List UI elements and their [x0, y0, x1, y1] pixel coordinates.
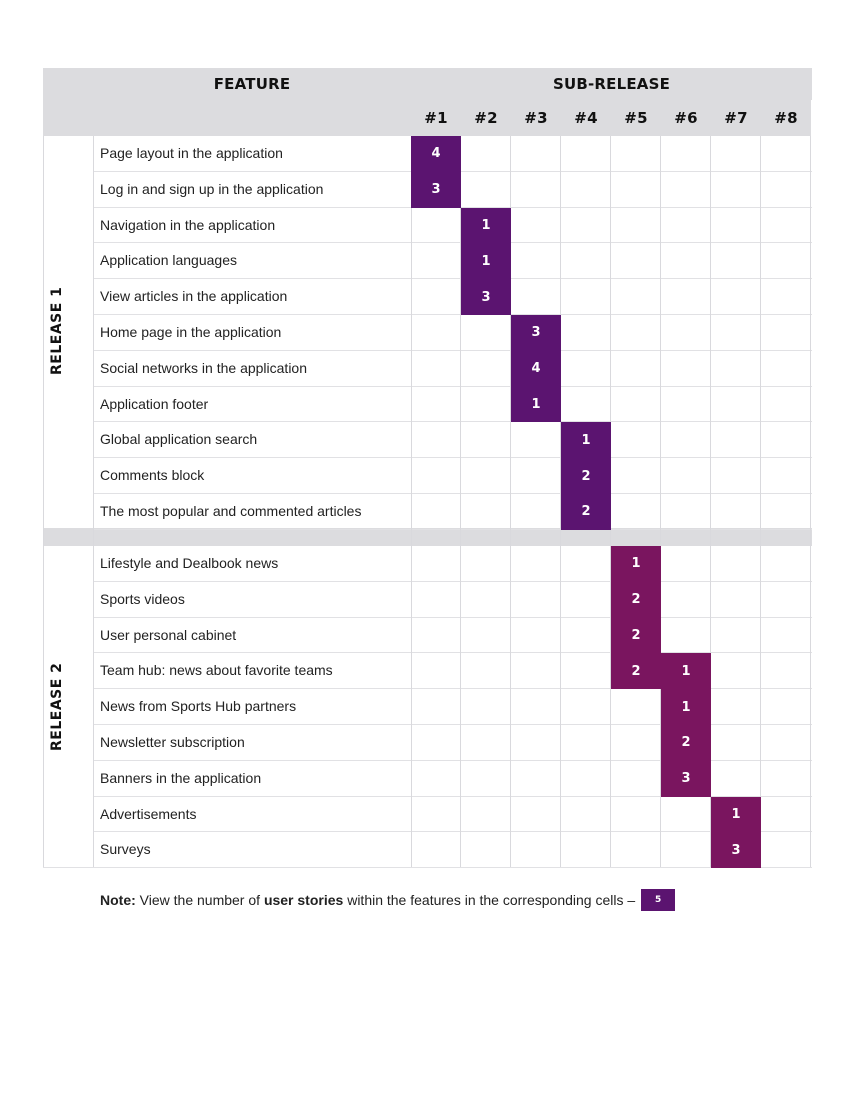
- release-separator: [43, 528, 812, 546]
- feature-row-label: Lifestyle and Dealbook news: [100, 555, 279, 571]
- column-divider: [460, 136, 461, 868]
- story-count-cell: 2: [611, 617, 661, 654]
- story-count-cell: 3: [661, 760, 711, 797]
- story-count-cell: 1: [461, 207, 511, 244]
- row-divider: [93, 493, 812, 494]
- feature-row-label: Banners in the application: [100, 769, 262, 786]
- column-divider: [43, 136, 44, 868]
- feature-row-label: Global application search: [100, 431, 258, 448]
- feature-row-label: Application footer: [100, 395, 209, 412]
- column-divider: [710, 136, 711, 868]
- release-1-label: RELEASE 1: [49, 286, 65, 375]
- story-count-cell: 4: [411, 136, 461, 172]
- story-count-cell: 3: [411, 171, 461, 208]
- column-divider: [510, 136, 511, 868]
- column-divider: [760, 136, 761, 868]
- story-count-cell: 2: [561, 494, 611, 530]
- story-count-cell: 3: [711, 832, 761, 869]
- row-divider: [93, 688, 812, 690]
- release-2-label: RELEASE 2: [49, 662, 65, 751]
- header-corner: [43, 68, 93, 136]
- story-count-cell: 1: [661, 653, 711, 690]
- column-divider: [660, 136, 661, 868]
- row-divider: [93, 759, 812, 761]
- story-count-cell: 1: [711, 796, 761, 833]
- row-divider: [93, 242, 812, 244]
- feature-row-label: Team hub: news about favorite teams: [100, 662, 333, 679]
- note-text-before: View the number of: [135, 892, 264, 908]
- column-divider: [411, 136, 412, 868]
- row-divider: [93, 616, 812, 618]
- row-divider: [93, 580, 812, 582]
- column-divider: [93, 136, 94, 868]
- note-swatch: 5: [641, 889, 676, 911]
- row-divider: [93, 457, 812, 459]
- subrelease-header-7: #7: [711, 100, 761, 136]
- feature-row-label: The most popular and commented articles: [100, 503, 362, 519]
- row-divider: [93, 831, 812, 833]
- story-count-cell: 1: [661, 689, 711, 725]
- feature-row-label: View articles in the application: [100, 288, 288, 305]
- row-divider: [93, 349, 812, 351]
- story-count-cell: 3: [461, 279, 511, 315]
- row-divider: [93, 724, 812, 725]
- story-count-cell: 1: [511, 386, 561, 423]
- feature-row-label: Log in and sign up in the application: [100, 180, 324, 197]
- feature-row-label: Social networks in the application: [100, 359, 308, 376]
- story-count-cell: 1: [561, 422, 611, 459]
- subrelease-header-5: #5: [611, 100, 661, 136]
- feature-row-label: Surveys: [100, 841, 151, 858]
- story-count-cell: 2: [611, 653, 661, 690]
- subrelease-header-3: #3: [511, 100, 561, 136]
- row-divider: [93, 278, 812, 280]
- feature-row-label: Home page in the application: [100, 324, 282, 340]
- feature-row-label: Page layout in the application: [100, 145, 283, 161]
- story-count-cell: 4: [511, 350, 561, 387]
- subrelease-header-2: #2: [461, 100, 511, 136]
- row-divider: [93, 421, 812, 423]
- feature-column-header: FEATURE: [93, 68, 411, 100]
- subrelease-header-1: #1: [411, 100, 461, 136]
- note-emphasis: user stories: [263, 892, 344, 908]
- subrelease-column-header: SUB-RELEASE: [411, 68, 812, 100]
- row-divider: [93, 385, 812, 387]
- table-bottom-border: [43, 867, 812, 868]
- feature-row-label: Navigation in the application: [100, 216, 276, 233]
- footnote: Note: View the number of user stories wi…: [100, 888, 676, 912]
- feature-row-label: Newsletter subscription: [100, 734, 245, 750]
- feature-row-label: News from Sports Hub partners: [100, 698, 297, 715]
- row-divider: [93, 314, 812, 315]
- story-count-cell: 2: [661, 725, 711, 761]
- feature-header-blank: [93, 100, 411, 136]
- note-text-after: within the features in the corresponding…: [343, 892, 636, 908]
- story-count-cell: 1: [461, 243, 511, 280]
- row-divider: [93, 652, 812, 654]
- feature-row-label: Comments block: [100, 467, 205, 484]
- feature-row-label: Advertisements: [100, 805, 197, 822]
- story-count-cell: 2: [561, 458, 611, 494]
- subrelease-header-8: #8: [761, 100, 811, 136]
- row-divider: [93, 795, 812, 797]
- release-plan-table: FEATURE SUB-RELEASE #1 #2 #3 #4 #5 #6 #7 #8 Pag…: [43, 68, 812, 869]
- feature-row-label: Sports videos: [100, 590, 185, 607]
- column-divider: [560, 136, 561, 868]
- note-prefix: Note:: [100, 892, 136, 908]
- row-divider: [93, 528, 812, 530]
- feature-row-label: Application languages: [100, 252, 237, 269]
- story-count-cell: 1: [611, 546, 661, 582]
- subrelease-header-6: #6: [661, 100, 711, 136]
- story-count-cell: 3: [511, 315, 561, 351]
- story-count-cell: 2: [611, 581, 661, 618]
- subrelease-header-4: #4: [561, 100, 611, 136]
- feature-row-label: User personal cabinet: [100, 626, 237, 643]
- column-divider: [810, 136, 811, 868]
